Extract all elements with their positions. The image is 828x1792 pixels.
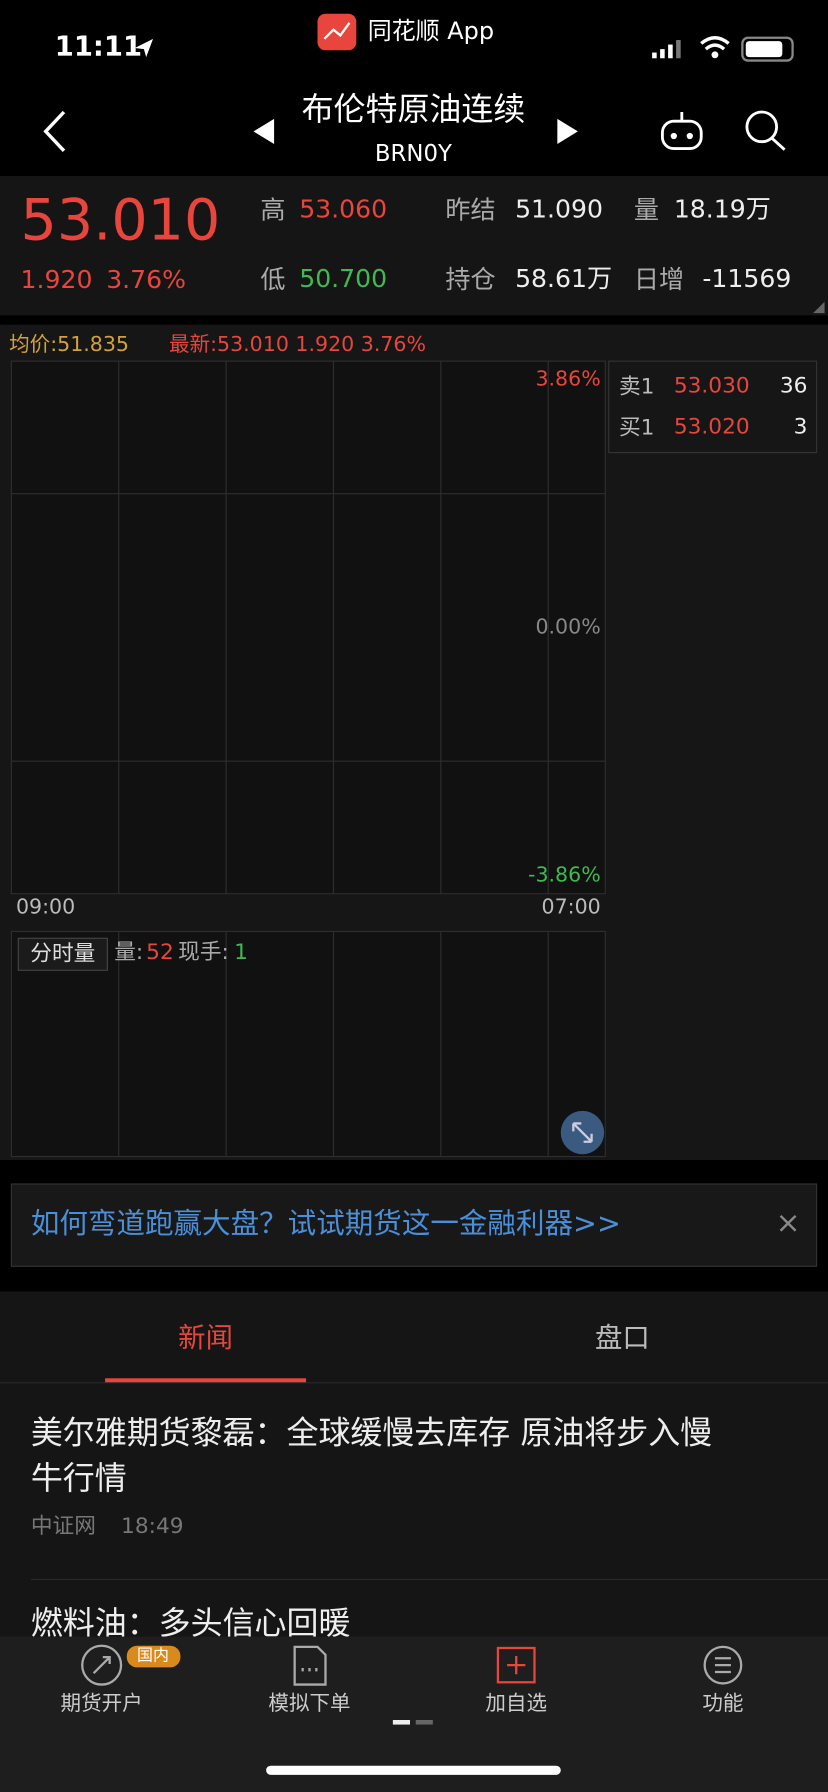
change-pct: 3.76%: [106, 265, 186, 294]
tab-news[interactable]: 新闻: [178, 1323, 233, 1354]
order-book: [608, 360, 818, 454]
high-value: 53.060: [299, 194, 387, 223]
app-name[interactable]: 同花顺 App: [368, 17, 494, 45]
daily-label: 日增: [634, 265, 684, 294]
oi-value: 58.61万: [515, 264, 612, 293]
prev-contract[interactable]: [253, 118, 275, 144]
tab-market[interactable]: 盘口: [595, 1323, 650, 1354]
app-icon-glyph: [323, 22, 351, 40]
pct-mid: 0.00%: [535, 614, 600, 638]
news-title[interactable]: 燃料油：多头信心回暖: [31, 1604, 351, 1642]
battery-level: [745, 41, 783, 58]
hand-value: 1: [234, 940, 248, 965]
low-value: 50.700: [299, 264, 387, 293]
ask-price: 53.030: [674, 373, 750, 398]
contract-code: BRN0Y: [375, 141, 452, 167]
location-icon: [134, 38, 154, 58]
home-indicator: [266, 1765, 561, 1775]
nav-label[interactable]: 加自选: [485, 1691, 547, 1715]
news-title[interactable]: 美尔雅期货黎磊：全球缓慢去库存 原油将步入慢: [31, 1413, 712, 1451]
ad-text[interactable]: 如何弯道跑赢大盘？试试期货这一金融利器>>: [31, 1206, 621, 1240]
change: 1.920: [21, 265, 93, 294]
nav-label[interactable]: 模拟下单: [268, 1691, 350, 1715]
ask-label: 卖1: [619, 374, 654, 399]
volume-label: 量:: [114, 940, 143, 965]
nav-icon-glyph: [92, 1656, 111, 1674]
chart-grid: [10, 360, 606, 1158]
battery: [741, 36, 794, 62]
ad-banner[interactable]: [10, 1183, 818, 1267]
nav-icon[interactable]: [293, 1645, 327, 1686]
x-start: 09:00: [16, 894, 75, 918]
x-end: 07:00: [542, 894, 601, 918]
wifi-icon: [700, 36, 730, 51]
news-source: 中证网: [31, 1514, 96, 1539]
nav-icon-glyph: [507, 1656, 526, 1675]
nav-label[interactable]: 期货开户: [61, 1691, 143, 1715]
pct-bottom: -3.86%: [528, 862, 601, 886]
latest-price: 最新:53.010 1.920 3.76%: [169, 332, 426, 356]
volume-tag[interactable]: 分时量: [30, 941, 95, 966]
pct-top: 3.86%: [535, 366, 600, 390]
avg-price: 均价:51.835: [9, 332, 129, 356]
high-label: 高: [260, 195, 285, 224]
contract-title: 布伦特原油连续: [302, 90, 526, 128]
oi-label: 持仓: [445, 265, 495, 294]
back-button[interactable]: [43, 110, 66, 153]
wifi-dot: [711, 51, 719, 59]
nav-label[interactable]: 功能: [702, 1691, 743, 1715]
bid-price: 53.020: [674, 414, 750, 439]
daily-value: -11569: [702, 264, 791, 293]
prev-value: 51.090: [515, 194, 603, 223]
nav-icon-glyph: [714, 1657, 731, 1674]
page-dot: [392, 1720, 411, 1725]
news-time: 18:49: [121, 1514, 183, 1539]
tab-underline: [105, 1378, 307, 1383]
ask-qty: 36: [780, 373, 808, 398]
robot-icon[interactable]: [660, 112, 703, 150]
low-label: 低: [260, 265, 285, 294]
quote-panel: [0, 176, 828, 316]
hand-label: 现手:: [178, 940, 229, 965]
nav-icon[interactable]: [81, 1644, 123, 1686]
news-title[interactable]: 牛行情: [31, 1459, 127, 1497]
expand-icon: [572, 1122, 593, 1143]
volume-label: 量: [634, 195, 659, 224]
last-price: 53.010: [21, 188, 221, 254]
nav-icon[interactable]: [703, 1645, 743, 1685]
search-icon[interactable]: [745, 110, 786, 151]
nav-icon[interactable]: [496, 1646, 536, 1684]
badge: [126, 1645, 181, 1668]
ad-close[interactable]: ×: [776, 1205, 801, 1240]
next-contract[interactable]: [557, 118, 578, 144]
volume-tag-box[interactable]: [17, 937, 108, 971]
page-dot: [415, 1720, 433, 1725]
volume-value: 18.19万: [674, 194, 771, 223]
clock: 11:11: [55, 31, 142, 62]
bid-qty: 3: [794, 414, 808, 439]
badge-text: 国内: [137, 1645, 169, 1664]
bid-label: 买1: [619, 416, 654, 441]
signal-icon: [652, 40, 681, 59]
volume-value: 52: [146, 940, 174, 965]
prev-label: 昨结: [445, 195, 495, 224]
